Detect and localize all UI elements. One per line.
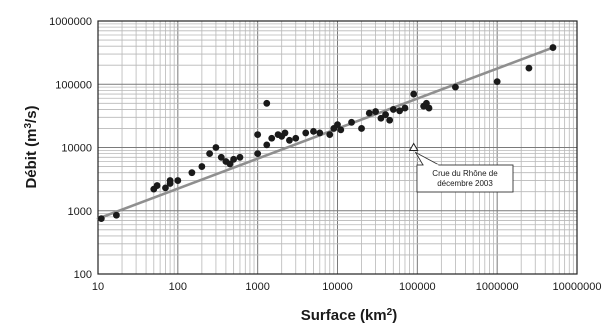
data-point	[230, 155, 238, 163]
data-point	[377, 114, 385, 122]
data-point	[286, 136, 293, 144]
data-point	[410, 90, 418, 98]
callout-text-line: décembre 2003	[437, 179, 493, 188]
data-point	[389, 106, 397, 113]
data-point	[174, 177, 182, 184]
data-point	[358, 125, 365, 132]
data-point	[365, 109, 373, 117]
plot-frame	[97, 20, 578, 275]
data-point	[326, 131, 334, 138]
data-point	[112, 211, 120, 219]
data-point	[263, 141, 271, 149]
callout-text-line: Crue du Rhône de	[432, 169, 498, 178]
x-tick-label: 10000	[322, 281, 353, 293]
trend-line	[96, 46, 555, 220]
data-point	[337, 126, 345, 134]
data-point	[310, 127, 317, 135]
y-axis-title: Débit (m3/s)	[23, 105, 40, 188]
data-point	[162, 184, 169, 192]
y-tick-label: 100000	[55, 79, 92, 91]
x-tick-label: 10	[92, 281, 104, 293]
x-tick-label: 10000000	[553, 281, 602, 293]
trend-layer	[96, 46, 555, 220]
y-tick-label: 10000	[61, 143, 92, 155]
x-axis-title: Surface (km2)	[301, 307, 397, 324]
data-point	[198, 163, 206, 170]
data-point	[206, 150, 214, 158]
data-point	[292, 134, 300, 142]
data-point	[236, 153, 244, 161]
data-point	[254, 150, 262, 158]
points-layer	[97, 44, 557, 223]
data-point	[396, 107, 404, 115]
data-point	[212, 144, 220, 151]
data-point	[226, 160, 234, 168]
data-point	[549, 44, 557, 51]
data-point	[188, 169, 196, 177]
annotation-marker	[408, 142, 419, 151]
data-point	[166, 177, 174, 184]
callout-box	[416, 164, 514, 193]
data-point	[348, 118, 355, 126]
data-point	[382, 111, 389, 119]
data-point	[263, 99, 271, 107]
grid-layer	[97, 20, 578, 275]
x-tick-label: 100	[169, 281, 187, 293]
data-point	[334, 121, 341, 129]
data-point	[372, 108, 379, 115]
data-point	[452, 83, 459, 91]
data-point	[281, 129, 289, 137]
data-point	[493, 78, 501, 86]
y-tick-label: 100	[74, 269, 92, 281]
x-tick-label: 1000	[245, 281, 269, 293]
data-point	[401, 104, 409, 112]
data-point	[425, 104, 433, 112]
data-point	[153, 182, 161, 189]
y-tick-label: 1000000	[49, 16, 92, 28]
tick-layer: 10 100 1000 10000 100000 1000000 1000000010010…	[49, 16, 601, 293]
x-tick-label: 100000	[399, 281, 436, 293]
data-point	[316, 129, 324, 137]
y-tick-label: 1000	[68, 206, 92, 218]
data-point	[268, 134, 276, 142]
data-point	[254, 131, 262, 138]
data-point	[525, 64, 533, 72]
data-point	[97, 215, 105, 223]
data-point	[386, 116, 394, 124]
data-point	[302, 129, 310, 137]
data-point	[217, 153, 225, 161]
x-tick-label: 1000000	[476, 281, 519, 293]
